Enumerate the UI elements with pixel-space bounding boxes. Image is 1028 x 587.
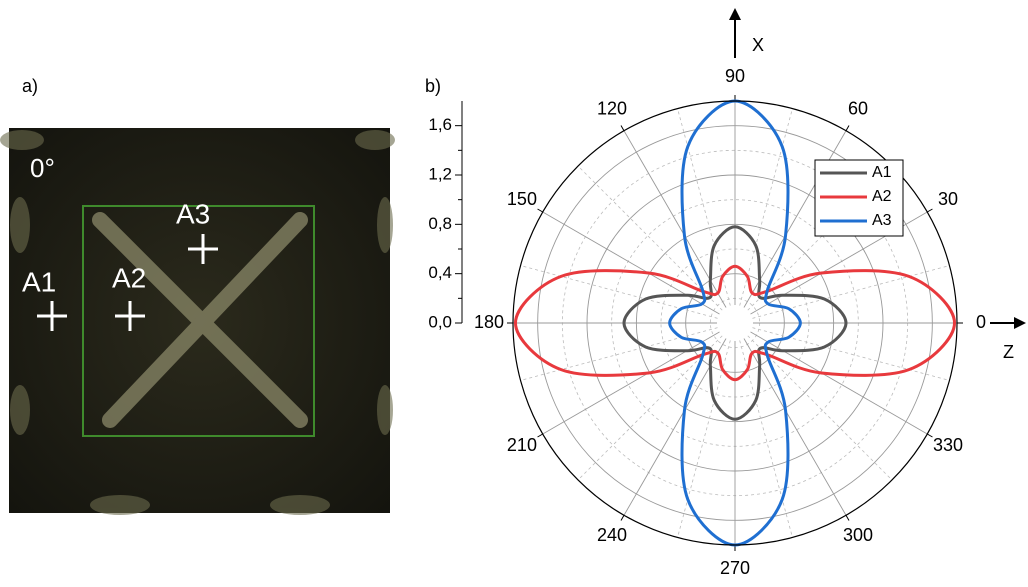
r-tick-label: 1,6 (428, 115, 452, 134)
theta-tick (620, 125, 625, 131)
legend-label: A2 (872, 188, 892, 205)
point-label: A1 (22, 266, 56, 297)
legend-label: A1 (872, 164, 892, 181)
point-label: A3 (176, 198, 210, 229)
theta-tick-label: 150 (507, 189, 537, 209)
grid-spoke (623, 322, 736, 516)
legend-label: A3 (872, 212, 892, 229)
theta-tick-label: 120 (597, 99, 627, 119)
theta-tick-label: 180 (474, 312, 504, 332)
r-tick-label: 0,0 (428, 312, 452, 331)
r-tick-label: 1,2 (428, 164, 452, 183)
minor-grid-spoke (520, 265, 736, 324)
series-line (622, 225, 848, 421)
theta-tick-label: 330 (933, 435, 963, 455)
minor-grid-spoke (734, 265, 950, 324)
center-hole (717, 305, 753, 341)
theta-tick (620, 515, 625, 521)
minor-grid-spoke (520, 322, 736, 381)
theta-tick (845, 125, 850, 131)
theta-tick-label: 0 (976, 312, 986, 332)
theta-tick-label: 210 (507, 435, 537, 455)
micrograph (0, 128, 395, 515)
grid-spoke (734, 322, 847, 516)
grid-spoke (623, 130, 736, 324)
r-tick-label: 0,4 (428, 263, 452, 282)
minor-grid-spoke (677, 322, 736, 538)
r-tick-label: 0,8 (428, 214, 452, 233)
series-line (668, 99, 802, 547)
theta-tick-label: 90 (725, 66, 745, 86)
panel-label: a) (22, 76, 38, 96)
theta-tick-label: 300 (843, 525, 873, 545)
angle-label: 0° (30, 153, 55, 183)
theta-tick (537, 433, 543, 438)
minor-grid-spoke (734, 322, 950, 381)
theta-tick (537, 208, 543, 213)
theta-tick (927, 208, 933, 213)
minor-grid-spoke (734, 322, 793, 538)
axis-label: Z (1003, 342, 1014, 362)
series-line (513, 264, 957, 382)
axis-arrows (729, 8, 1026, 329)
theta-tick (845, 515, 850, 521)
theta-tick (927, 433, 933, 438)
theta-tick-label: 30 (938, 189, 958, 209)
minor-grid-spoke (677, 108, 736, 324)
theta-tick-label: 270 (720, 558, 750, 578)
theta-tick-label: 240 (597, 525, 627, 545)
axis-label: X (752, 35, 764, 55)
panel-label: b) (425, 76, 441, 96)
outer-circle (512, 100, 958, 546)
point-label: A2 (112, 262, 146, 293)
theta-tick-label: 60 (848, 99, 868, 119)
minor-grid-spoke (734, 108, 793, 324)
